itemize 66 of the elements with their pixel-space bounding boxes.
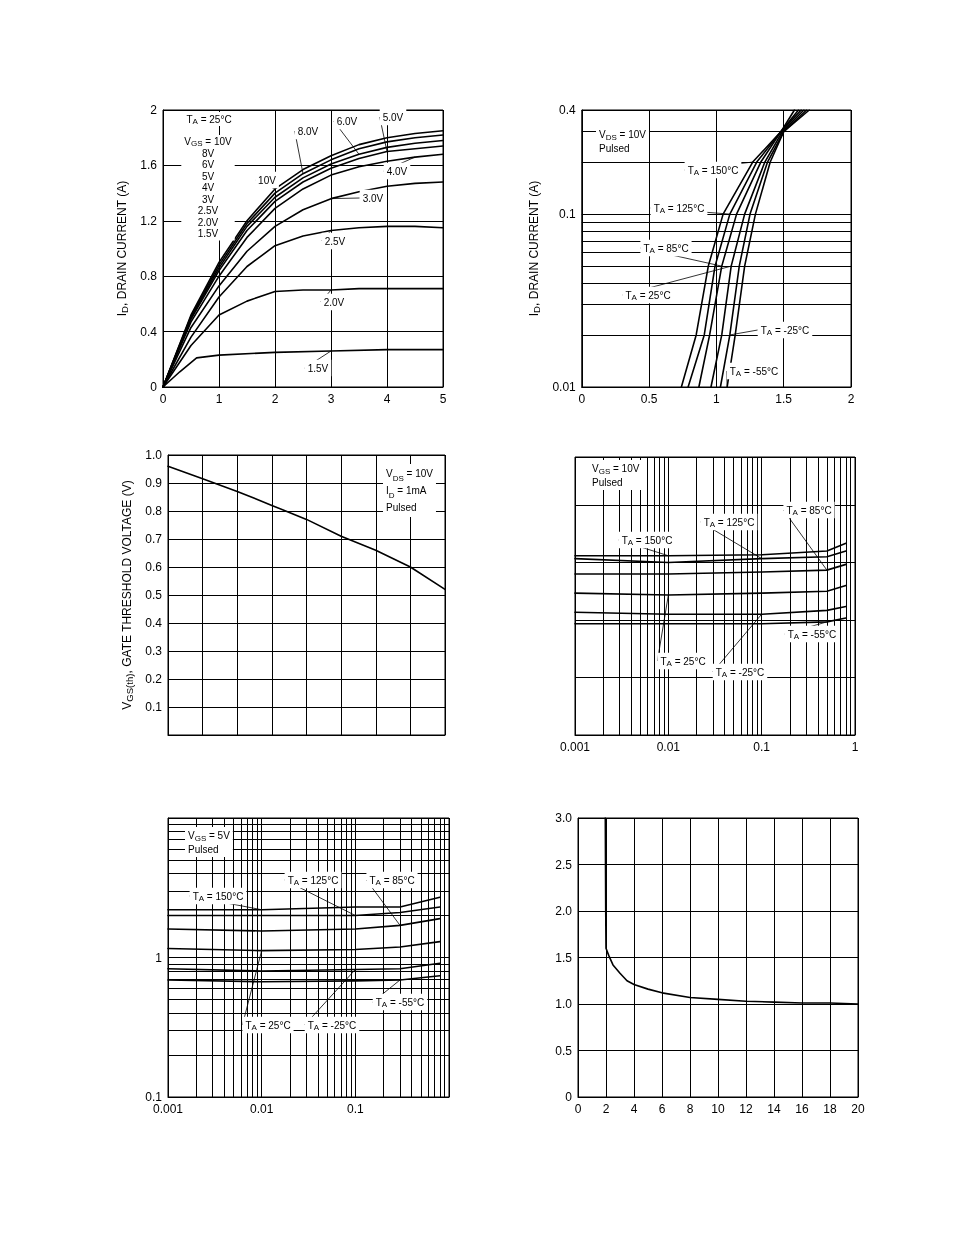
x-tick-label: 4 (630, 1102, 638, 1116)
y-tick-label: 0.1 (145, 700, 163, 714)
x-tick-label: 10 (711, 1102, 725, 1116)
x-tick-label: 6 (658, 1102, 666, 1116)
text: 6.0V (336, 115, 358, 127)
x-tick-label: 18 (823, 1102, 837, 1116)
y-tick-label: 0.4 (145, 616, 163, 630)
series-label: 2.5V (324, 235, 346, 247)
y-tick-label: 0.4 (140, 324, 158, 339)
x-tick-label: 1 (215, 392, 223, 406)
x-tick-label: 0.5 (640, 392, 658, 406)
y-tick-label: 2 (150, 103, 158, 117)
x-tick-label: 0.1 (346, 1102, 364, 1116)
series-label: 4.0V (386, 165, 408, 177)
text: 8.0V (297, 125, 319, 137)
y-tick-label: 1.0 (145, 448, 163, 462)
legend-label: 3.0V (362, 192, 384, 204)
x-tick-label: 0.01 (249, 1102, 274, 1116)
series-label: 2.0V (323, 296, 345, 308)
y-tick-label: 2.5 (555, 857, 573, 872)
x-tick-label: 16 (795, 1102, 809, 1116)
x-tick-label: 0.001 (152, 1102, 184, 1116)
x-tick-label: 0.1 (753, 740, 771, 754)
x-tick-label: 0.001 (559, 740, 591, 754)
y-tick-label: 1.5 (555, 950, 573, 965)
y-tick-label: 0.8 (140, 269, 158, 284)
y-tick-label: 0.2 (145, 672, 163, 686)
text: 5.0V (382, 111, 404, 123)
x-tick-label: 4 (383, 392, 391, 406)
x-tick-label: 0.01 (656, 740, 681, 754)
x-tick-label: 14 (767, 1102, 781, 1116)
x-tick-label: 5 (439, 392, 447, 406)
y-tick-label: 0.9 (145, 476, 163, 490)
y-tick-label: 0.4 (559, 103, 577, 117)
y-tick-label: 3.0 (555, 811, 573, 825)
x-tick-label: 8 (686, 1102, 694, 1116)
y-tick-label: 2.0 (555, 904, 573, 918)
series-label: 10V (258, 174, 277, 186)
x-tick-label: 3 (327, 392, 335, 406)
y-axis-title: ID, DRAIN CURRENT (A) (114, 180, 130, 317)
y-tick-label: 0.7 (145, 532, 163, 546)
y-tick-label: 0.6 (145, 560, 163, 574)
x-tick-label: 2 (602, 1102, 610, 1116)
y-tick-label: 0.5 (555, 1043, 573, 1058)
x-tick-label: 2 (271, 392, 279, 406)
x-tick-label: 20 (851, 1102, 865, 1116)
x-tick-label: 12 (739, 1102, 753, 1116)
y-tick-label: 1 (155, 950, 163, 965)
y-tick-label: 0 (565, 1090, 573, 1104)
y-tick-label: 1.0 (555, 997, 573, 1011)
y-tick-label: 0.1 (145, 1090, 163, 1104)
y-tick-label: 0.8 (145, 504, 163, 518)
x-tick-label: 1 (851, 740, 859, 754)
y-tick-label: 1.2 (140, 213, 158, 228)
y-tick-label: 0.3 (145, 644, 163, 658)
x-tick-label: 1.5 (775, 392, 793, 406)
y-axis-title: ID, DRAIN CURRENT (A) (527, 180, 542, 317)
x-tick-label: 0 (578, 392, 586, 406)
y-tick-label: 1.6 (140, 158, 158, 173)
series-label: 1.5V (307, 362, 329, 374)
x-tick-label: 2 (847, 392, 855, 406)
x-tick-label: 1 (713, 392, 721, 406)
y-tick-label: 0.01 (552, 380, 577, 394)
y-tick-label: 0.1 (559, 207, 577, 222)
y-tick-label: 0.5 (145, 588, 163, 602)
y-tick-label: 0 (150, 380, 158, 394)
